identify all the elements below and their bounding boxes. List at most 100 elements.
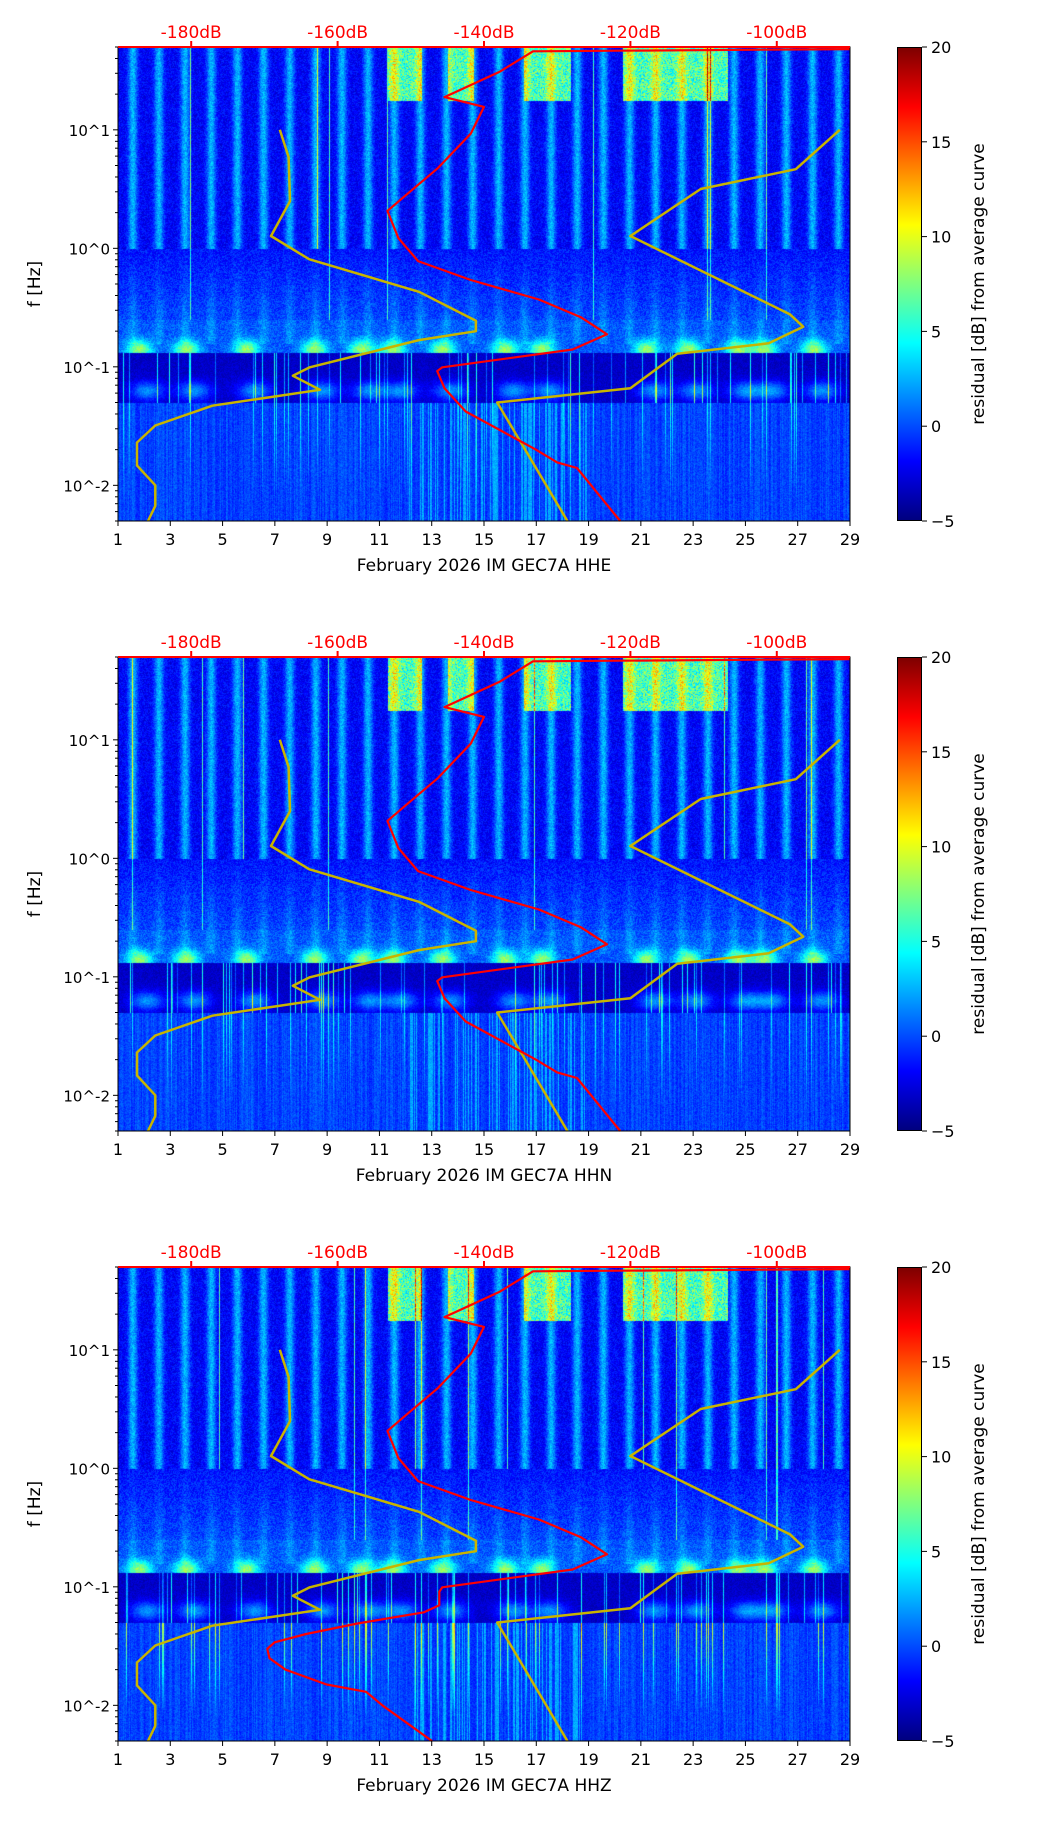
x-tick-label: 29: [840, 530, 860, 549]
x-tick-label: 1: [113, 1140, 123, 1159]
x-tick-label: 15: [474, 1750, 494, 1769]
x-axis-label: February 2026 IM GEC7A HHN: [356, 1166, 612, 1186]
x-tick-label: 27: [788, 1140, 808, 1159]
top-axis-tick-label: -100dB: [746, 23, 807, 43]
x-tick-label: 13: [422, 1140, 442, 1159]
colorbar-tick-label: 0: [931, 1027, 941, 1046]
colorbar-tick-label: 0: [931, 417, 941, 436]
y-tick-label: 10^-1: [63, 359, 110, 377]
colorbar-label: residual [dB] from average curve: [969, 143, 989, 424]
x-tick-label: 15: [474, 530, 494, 549]
x-tick-label: 15: [474, 1140, 494, 1159]
series-line-nlnm: [135, 129, 478, 522]
y-tick-label: 10^-2: [63, 1697, 110, 1715]
x-tick-label: 23: [683, 530, 703, 549]
x-tick-label: 11: [369, 1750, 389, 1769]
x-tick-label: 27: [788, 1750, 808, 1769]
series-line-mean-psd-hhe-hhn: [386, 658, 851, 1132]
colorbar-tick-label: 20: [931, 648, 951, 667]
x-axis-label: February 2026 IM GEC7A HHE: [357, 556, 611, 576]
series-line-mean-psd-hhe-hhn: [386, 48, 851, 522]
colorbar: [897, 657, 922, 1131]
x-tick-label: 29: [840, 1750, 860, 1769]
colorbar-tick-label: −5: [931, 1122, 955, 1141]
x-tick-label: 11: [369, 530, 389, 549]
colorbar-tick-label: −5: [931, 512, 955, 531]
colorbar-tick-label: 15: [931, 133, 951, 152]
top-axis-tick-label: -180dB: [161, 633, 222, 653]
x-tick-label: 11: [369, 1140, 389, 1159]
x-tick-label: 25: [735, 1140, 755, 1159]
x-tick-label: 19: [578, 530, 598, 549]
x-tick-label: 3: [165, 1140, 175, 1159]
top-axis-tick-label: -180dB: [161, 1243, 222, 1263]
y-tick-label: 10^-1: [63, 1579, 110, 1597]
colorbar-tick-label: 5: [931, 322, 941, 341]
series-line-nhnm: [495, 1348, 841, 1742]
y-tick-label: 10^-1: [63, 969, 110, 987]
x-tick-label: 5: [217, 1140, 227, 1159]
colorbar-label: residual [dB] from average curve: [969, 1363, 989, 1644]
x-tick-label: 17: [526, 1750, 546, 1769]
series-line-nlnm: [135, 739, 478, 1132]
top-axis-tick-label: -140dB: [453, 23, 514, 43]
top-axis-tick-label: -140dB: [453, 1243, 514, 1263]
x-tick-label: 3: [165, 530, 175, 549]
x-tick-label: 21: [631, 1750, 651, 1769]
top-axis-tick-label: -100dB: [746, 633, 807, 653]
series-line-mean-psd-hhz: [266, 1268, 851, 1742]
y-tick-label: 10^0: [69, 1460, 110, 1478]
x-tick-label: 1: [113, 530, 123, 549]
colorbar-tick-label: 15: [931, 743, 951, 762]
colorbar-tick-label: 5: [931, 1542, 941, 1561]
x-tick-label: 29: [840, 1140, 860, 1159]
x-tick-label: 1: [113, 1750, 123, 1769]
x-tick-label: 23: [683, 1750, 703, 1769]
y-tick-label: 10^-2: [63, 1087, 110, 1105]
colorbar-tick-label: 15: [931, 1353, 951, 1372]
spectrogram-panel-hhn: -180dB -160dB -140dB -120dB -100dB 1 3 5 7 9 11 13 1…: [0, 610, 1052, 1220]
x-tick-label: 9: [322, 530, 332, 549]
colorbar-tick-label: 0: [931, 1637, 941, 1656]
x-tick-label: 13: [422, 530, 442, 549]
colorbar-tick-label: 10: [931, 228, 951, 247]
x-tick-label: 13: [422, 1750, 442, 1769]
colorbar-tick-label: 10: [931, 838, 951, 857]
y-tick-label: 10^0: [69, 240, 110, 258]
x-tick-label: 27: [788, 530, 808, 549]
x-tick-label: 25: [735, 1750, 755, 1769]
top-axis-tick-label: -180dB: [161, 23, 222, 43]
x-tick-label: 17: [526, 1140, 546, 1159]
top-axis-tick-label: -140dB: [453, 633, 514, 653]
top-axis-tick-label: -160dB: [307, 1243, 368, 1263]
colorbar: [897, 47, 922, 521]
x-tick-label: 7: [270, 1750, 280, 1769]
y-tick-label: 10^0: [69, 850, 110, 868]
x-tick-label: 19: [578, 1750, 598, 1769]
x-axis-label: February 2026 IM GEC7A HHZ: [356, 1776, 611, 1796]
top-axis-tick-label: -160dB: [307, 633, 368, 653]
x-tick-label: 7: [270, 530, 280, 549]
colorbar-label: residual [dB] from average curve: [969, 753, 989, 1034]
x-tick-label: 3: [165, 1750, 175, 1769]
spectrogram-panel-hhe: -180dB -160dB -140dB -120dB -100dB 1 3 5 7 9 11 13 1…: [0, 0, 1052, 610]
x-tick-label: 21: [631, 1140, 651, 1159]
series-line-nhnm: [495, 128, 841, 522]
top-axis-tick-label: -160dB: [307, 23, 368, 43]
top-axis-tick-label: -120dB: [600, 633, 661, 653]
series-line-nlnm: [135, 1349, 478, 1742]
top-axis-tick-label: -100dB: [746, 1243, 807, 1263]
y-axis-label: f [Hz]: [25, 1481, 45, 1527]
top-axis-tick-label: -120dB: [600, 23, 661, 43]
series-line-nhnm: [495, 738, 841, 1132]
x-tick-label: 5: [217, 1750, 227, 1769]
y-tick-label: 10^1: [69, 732, 110, 750]
x-tick-label: 25: [735, 530, 755, 549]
spectrogram-panel-hhz: -180dB -160dB -140dB -120dB -100dB 1 3 5 7 9 11 13 1…: [0, 1220, 1052, 1830]
x-tick-label: 9: [322, 1140, 332, 1159]
colorbar-tick-label: −5: [931, 1732, 955, 1751]
x-tick-label: 23: [683, 1140, 703, 1159]
colorbar-tick-label: 5: [931, 932, 941, 951]
colorbar-tick-label: 10: [931, 1448, 951, 1467]
